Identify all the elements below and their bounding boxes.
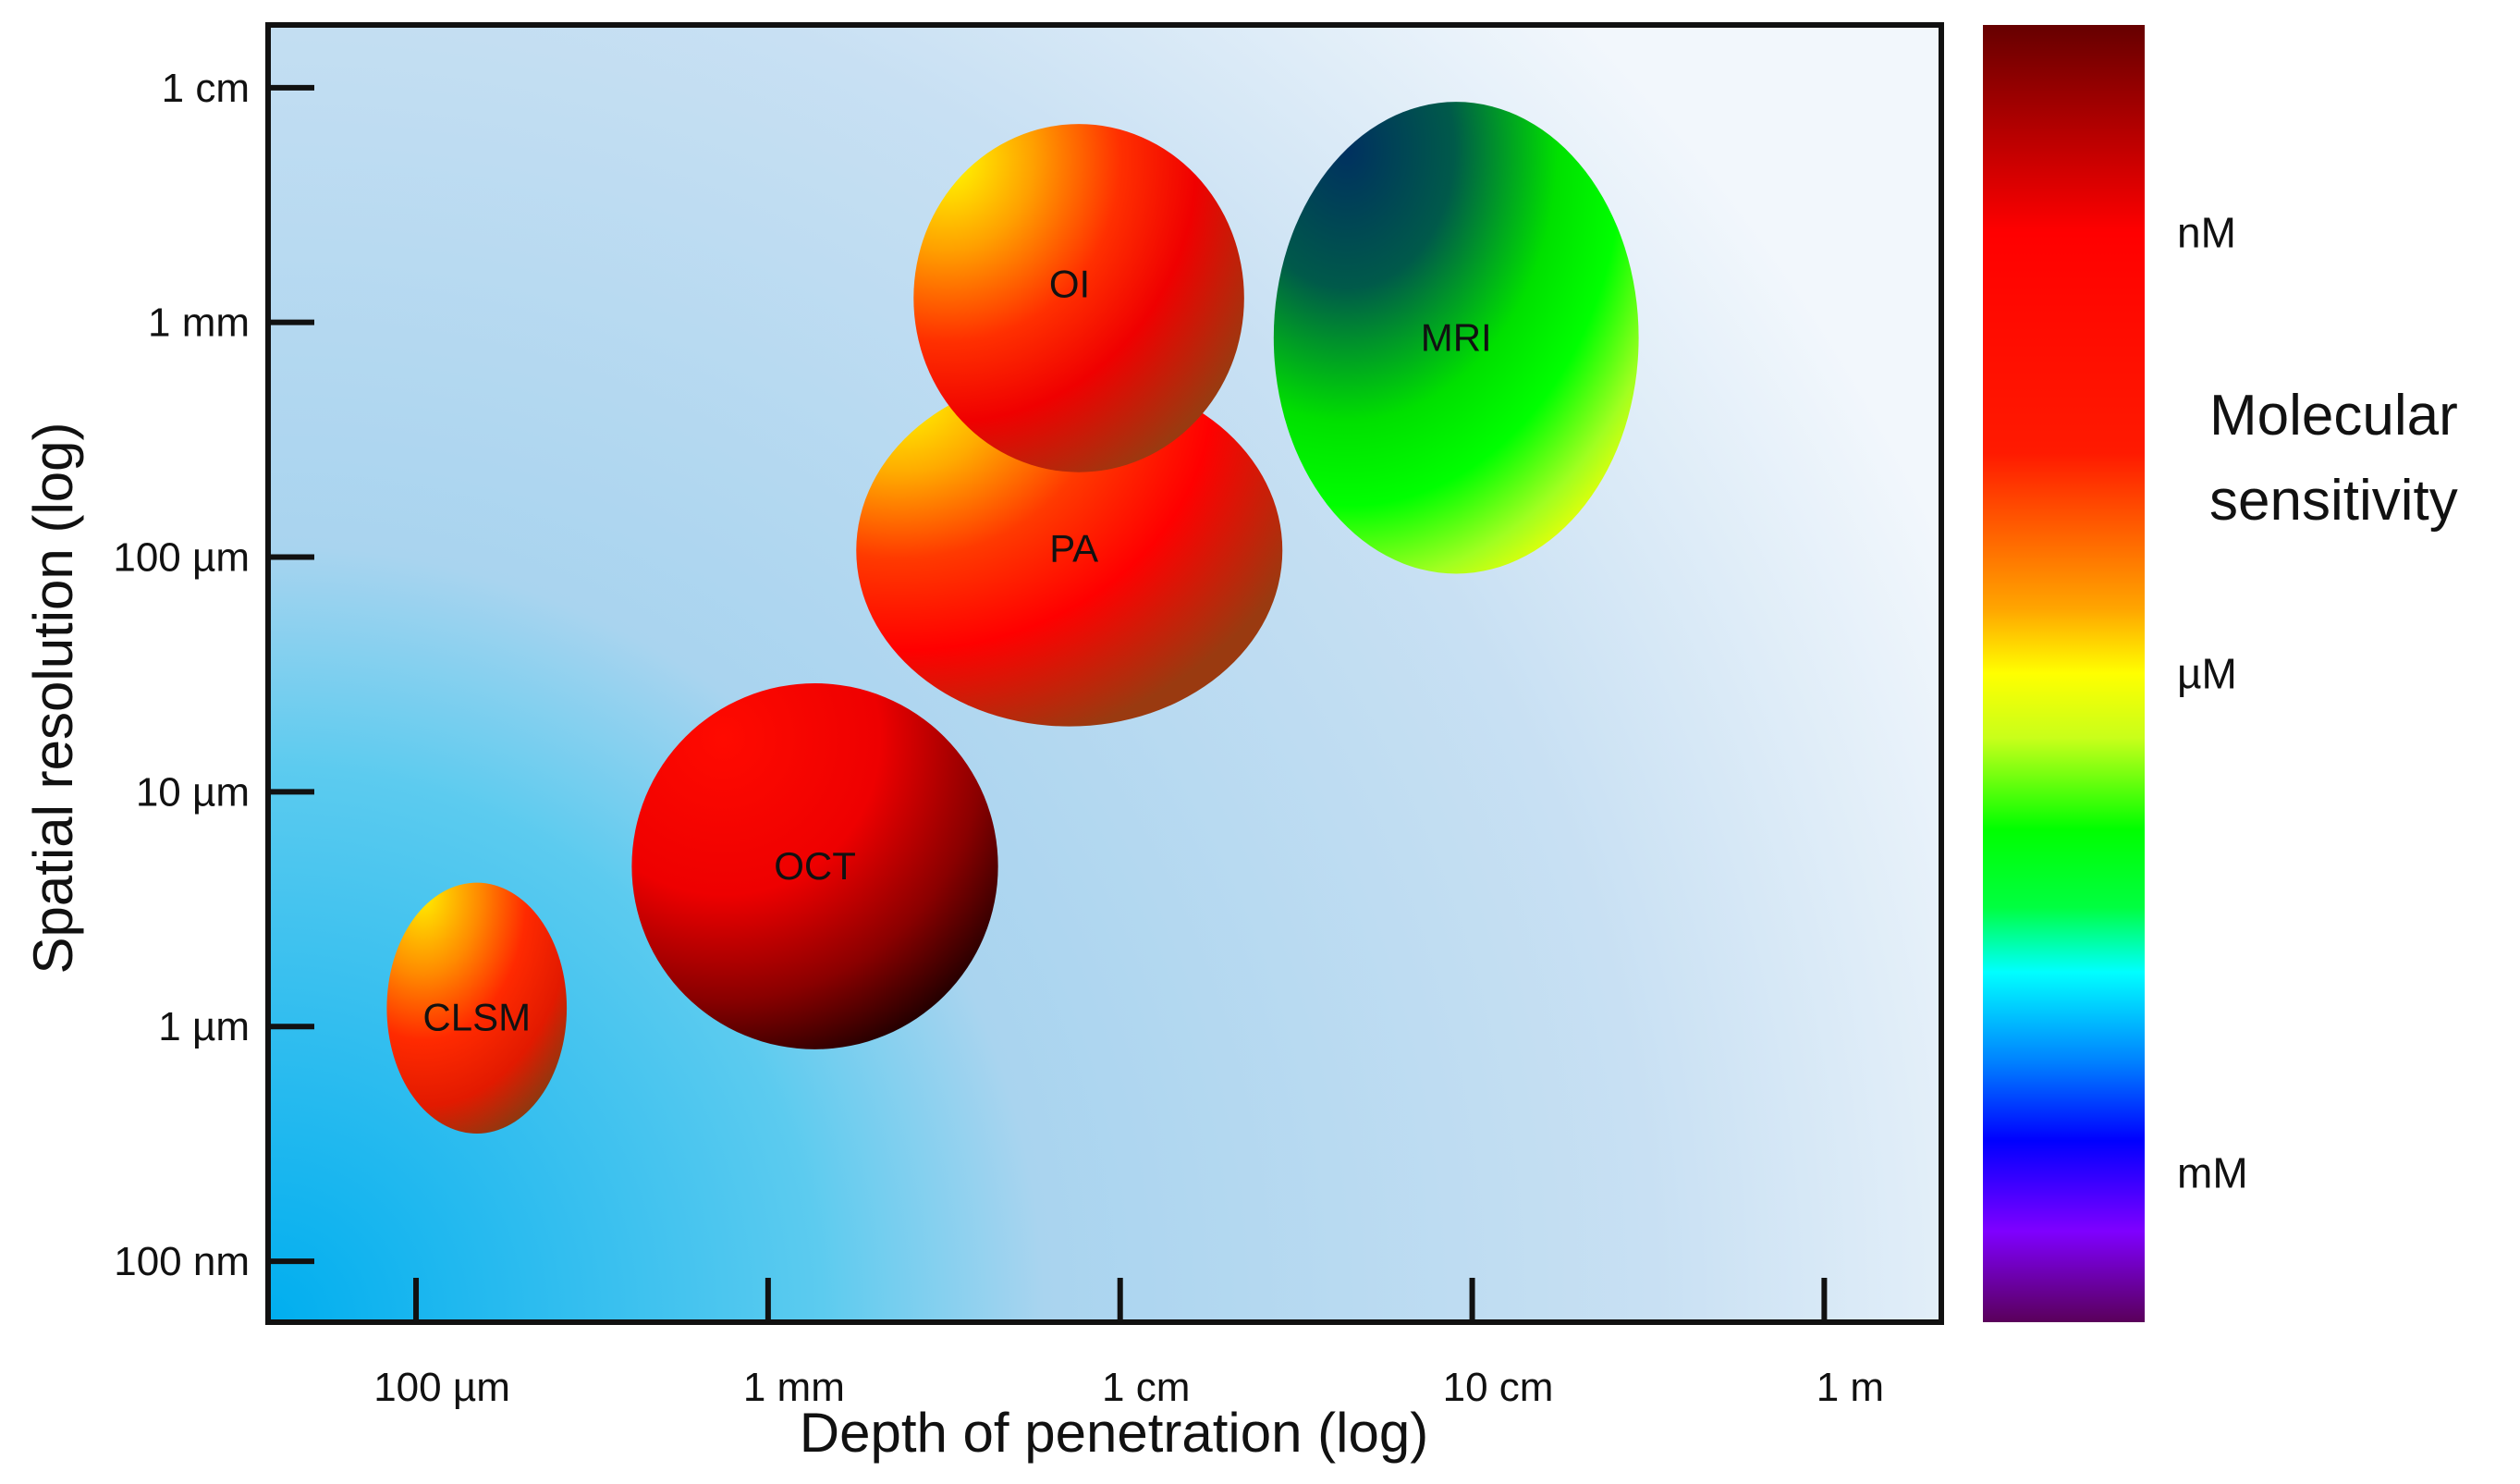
y-tick-label: 1 µm: [158, 1004, 250, 1049]
y-tick-label: 1 cm: [162, 66, 250, 111]
blob-oi: [913, 124, 1244, 472]
colorbar-label: mM: [2177, 1149, 2248, 1197]
blob-label-mri: MRI: [1421, 315, 1492, 359]
x-tick-label: 1 m: [1817, 1365, 1884, 1410]
blob-pa: [856, 374, 1283, 727]
x-axis: 100 µm 1 mm 1 cm 10 cm 1 m: [373, 1278, 1884, 1410]
y-axis-title: Spatial resolution (log): [22, 423, 84, 975]
plot-frame: [265, 22, 1944, 1325]
blob-mri: [1273, 102, 1639, 574]
x-axis-title: Depth of penetration (log): [800, 1402, 1428, 1464]
technique-blobs: CLSM OCT PA OI MRI: [386, 102, 1639, 1134]
blob-oct: [631, 683, 998, 1049]
blob-label-oi: OI: [1049, 262, 1090, 305]
y-tick-label: 10 µm: [136, 769, 250, 815]
colorbar-label: µM: [2177, 650, 2237, 698]
y-tick-label: 100 µm: [113, 535, 250, 581]
colorbar-title-line-2: sensitivity: [2209, 469, 2458, 533]
blob-label-pa: PA: [1049, 526, 1098, 570]
colorbar-title-line-1: Molecular: [2209, 384, 2458, 448]
y-axis: 100 nm 1 µm 10 µm 100 µm 1 mm 1 cm: [113, 66, 314, 1284]
x-tick-label: 1 cm: [1102, 1365, 1190, 1410]
x-tick-label: 1 mm: [743, 1365, 845, 1410]
x-tick-label: 10 cm: [1443, 1365, 1554, 1410]
blob-label-oct: OCT: [774, 844, 856, 888]
colorbar-labels: nM µM mM: [2177, 208, 2248, 1196]
colorbar: [1983, 25, 2145, 1322]
blob-label-clsm: CLSM: [422, 995, 531, 1038]
blob-clsm: [386, 882, 568, 1134]
colorbar-label: nM: [2177, 208, 2236, 256]
x-tick-label: 100 µm: [373, 1365, 510, 1410]
y-tick-label: 1 mm: [148, 300, 250, 346]
y-tick-label: 100 nm: [114, 1239, 250, 1284]
